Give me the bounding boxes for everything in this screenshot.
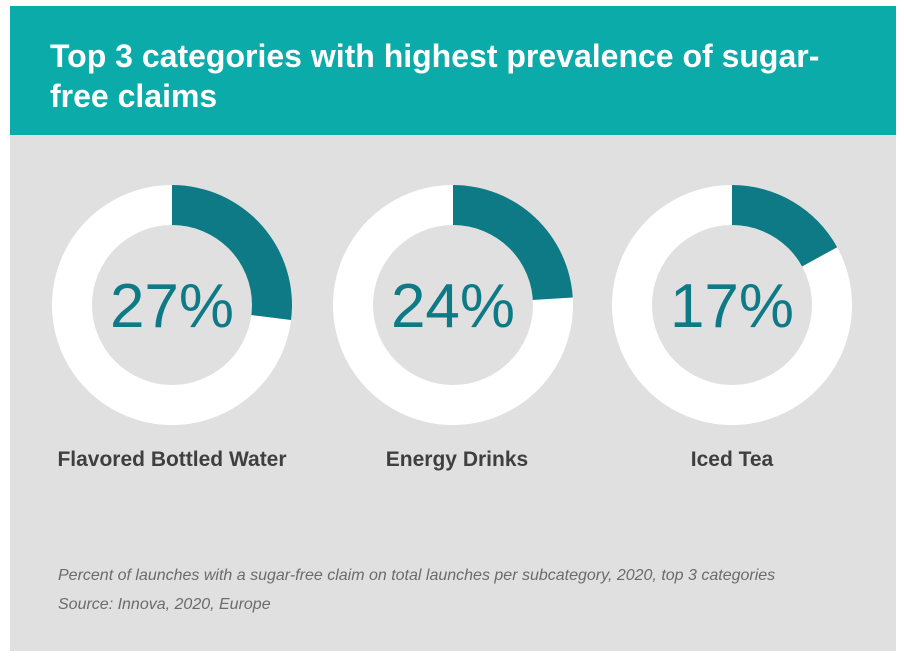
infographic-panel: Top 3 categories with highest prevalence…: [10, 6, 896, 651]
category-label-energy-drinks: Energy Drinks: [385, 448, 529, 471]
chart-source: Source: Innova, 2020, Europe: [58, 596, 271, 613]
value-label-energy-drinks: 24%: [391, 272, 515, 341]
donut-charts: 27% 24% 17%: [52, 185, 852, 425]
value-label-flavored-bottled-water: 27%: [110, 272, 234, 341]
donut-center-iced-tea: [652, 225, 812, 385]
value-label-iced-tea: 17%: [670, 272, 794, 341]
category-label-iced-tea: Iced Tea: [690, 448, 774, 471]
title-banner: Top 3 categories with highest prevalence…: [10, 6, 896, 135]
chart-title: Top 3 categories with highest prevalence…: [50, 38, 820, 114]
chart-description: Percent of launches with a sugar-free cl…: [58, 567, 776, 584]
donut-center-flavored-bottled-water: [92, 225, 252, 385]
donut-center-energy-drinks: [373, 225, 533, 385]
category-label-flavored-bottled-water: Flavored Bottled Water: [57, 448, 287, 471]
